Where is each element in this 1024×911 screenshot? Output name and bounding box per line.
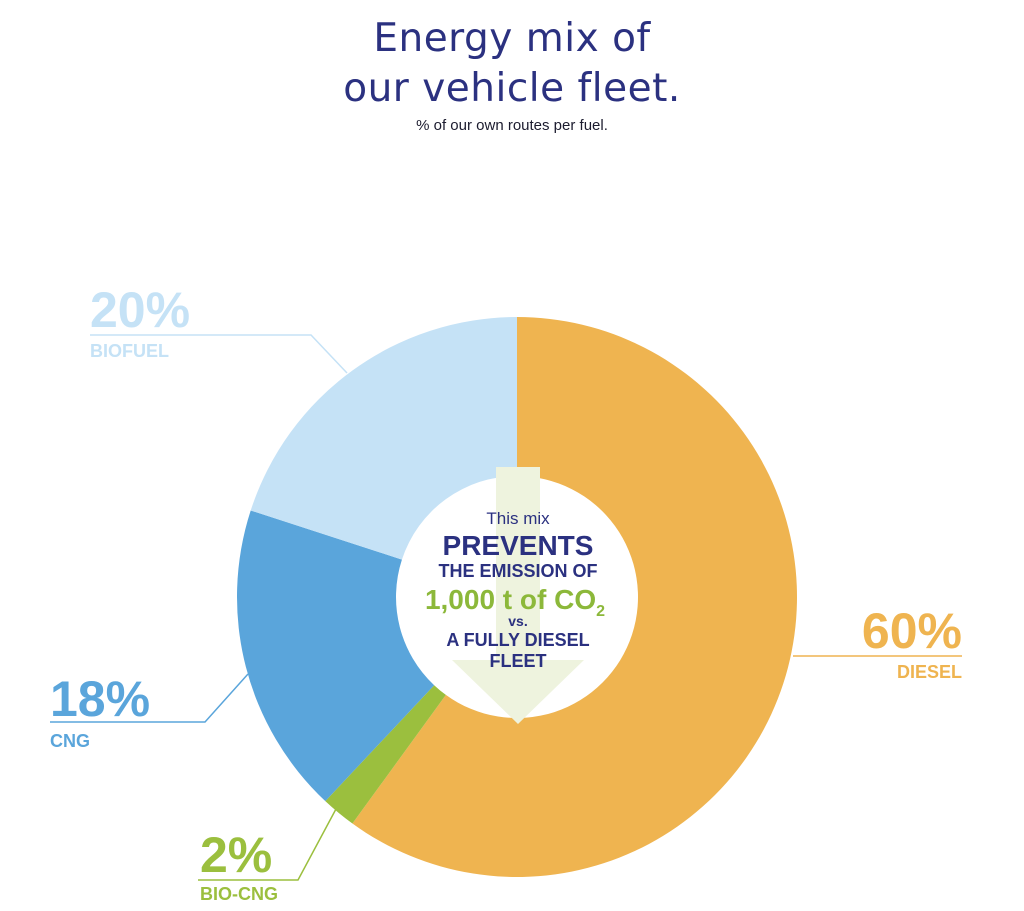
center-annotation: This mix PREVENTS THE EMISSION OF 1,000 … [425,467,605,724]
co2-amount-text: 1,000 t of CO [425,584,596,615]
slice-value-cng: 18% [50,671,150,727]
center-line-this-mix: This mix [486,509,550,528]
center-line-vs: vs. [508,613,527,629]
slice-value-bio-cng: 2% [200,827,272,883]
slice-biofuel [250,317,518,560]
down-arrow-icon [452,467,584,724]
slice-label-bio-cng: BIO-CNG [200,884,278,904]
leader-line-cng [50,673,249,723]
leader-lines [50,334,962,881]
slice-label-cng: CNG [50,731,90,751]
slice-labels: 60% DIESEL 2% BIO-CNG 18% CNG 20% BIOFUE… [50,282,962,904]
donut-slices [237,317,798,877]
chart-title-line-2: our vehicle fleet. [343,66,681,111]
slice-bio-cng [325,685,446,824]
center-line-prevents: PREVENTS [443,530,594,561]
co2-subscript: 2 [596,603,605,620]
chart-subtitle: % of our own routes per fuel. [416,117,608,134]
chart-title-line-1: Energy mix of [373,16,651,61]
center-line-fully-diesel: A FULLY DIESEL [446,630,589,650]
leader-line-biofuel [90,334,348,374]
slice-value-diesel: 60% [862,603,962,659]
slice-diesel [352,317,798,877]
slice-value-biofuel: 20% [90,282,190,338]
chart-title: Energy mix of our vehicle fleet. [0,14,1024,114]
leader-line-bio-cng [198,808,337,881]
center-line-fleet: FLEET [490,651,547,671]
slice-label-diesel: DIESEL [897,662,962,682]
center-line-emission: THE EMISSION OF [438,561,597,581]
slice-cng [237,510,435,802]
center-line-co2-amount: 1,000 t of CO2 [425,584,605,620]
slice-label-biofuel: BIOFUEL [90,341,169,361]
